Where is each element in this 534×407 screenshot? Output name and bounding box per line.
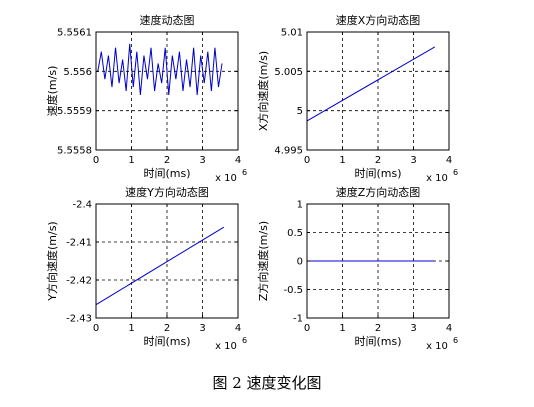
x-tick-label: 3 [199, 155, 205, 166]
x-tick-label: 1 [339, 155, 345, 166]
y-tick-label: 1 [297, 200, 303, 211]
y-tick-label: 5 [297, 106, 303, 117]
y-tick-label: 0.5 [287, 228, 303, 239]
chart-title: 速度动态图 [140, 13, 195, 27]
x-tick-label: 1 [128, 155, 134, 166]
y-tick-label: 5.01 [281, 28, 303, 39]
y-tick-label: 5.5561 [57, 28, 92, 39]
x-tick-label: 0 [304, 323, 310, 334]
x-tick-label: 0 [304, 155, 310, 166]
y-tick-label: -2.43 [66, 314, 92, 325]
x-tick-label: 4 [446, 155, 452, 166]
y-tick-label: -2.41 [66, 238, 92, 249]
x-tick-label: 0 [93, 155, 99, 166]
y-axis-label: X方向速度(m/s) [256, 51, 270, 131]
x-tick-label: 4 [235, 323, 241, 334]
x-tick-label: 1 [128, 323, 134, 334]
x-axis-label: 时间(ms) [354, 167, 401, 180]
series-line [95, 226, 225, 306]
axes-box [306, 31, 450, 151]
y-tick-label: 0 [297, 257, 303, 268]
x-multiplier-exponent: 6 [242, 336, 247, 345]
y-tick-label: 5.556 [63, 67, 92, 78]
figure-caption: 图 2 速度变化图 [212, 374, 322, 392]
y-tick-label: -2.4 [72, 200, 92, 211]
x-tick-label: 4 [446, 323, 452, 334]
x-tick-label: 2 [375, 323, 381, 334]
x-multiplier-exponent: 6 [242, 168, 247, 177]
x-tick-label: 2 [164, 155, 170, 166]
x-multiplier-exponent: 6 [453, 168, 458, 177]
x-tick-label: 4 [235, 155, 241, 166]
y-tick-label: 5.005 [274, 67, 303, 78]
axes-box [95, 31, 239, 151]
x-multiplier-base: x 10 [215, 341, 237, 352]
y-axis-label: Z方向速度(m/s) [256, 221, 270, 301]
x-tick-label: 0 [93, 323, 99, 334]
chart-title: 速度Z方向动态图 [336, 185, 421, 199]
x-multiplier-exponent: 6 [453, 336, 458, 345]
x-tick-label: 3 [410, 155, 416, 166]
y-tick-label: -0.5 [283, 285, 303, 296]
x-axis-label: 时间(ms) [354, 335, 401, 348]
y-tick-label: -2.42 [66, 276, 92, 287]
chart-title: 速度Y方向动态图 [125, 185, 209, 199]
x-multiplier-base: x 10 [426, 341, 448, 352]
x-tick-label: 3 [199, 323, 205, 334]
y-tick-label: 5.5558 [57, 146, 92, 157]
y-axis-label: 速度(m/s) [45, 66, 59, 117]
y-tick-label: 4.995 [274, 146, 303, 157]
x-axis-label: 时间(ms) [143, 167, 190, 180]
y-tick-label: -1 [293, 314, 303, 325]
series-line [306, 46, 436, 122]
x-multiplier-base: x 10 [215, 173, 237, 184]
chart-title: 速度X方向动态图 [336, 13, 421, 27]
x-multiplier-base: x 10 [426, 173, 448, 184]
x-tick-label: 2 [375, 155, 381, 166]
y-axis-label: Y方向速度(m/s) [45, 221, 59, 301]
x-axis-label: 时间(ms) [143, 335, 190, 348]
x-tick-label: 1 [339, 323, 345, 334]
x-tick-label: 3 [410, 323, 416, 334]
series-line [97, 43, 223, 95]
x-tick-label: 2 [164, 323, 170, 334]
y-tick-label: 5.5559 [57, 106, 92, 117]
